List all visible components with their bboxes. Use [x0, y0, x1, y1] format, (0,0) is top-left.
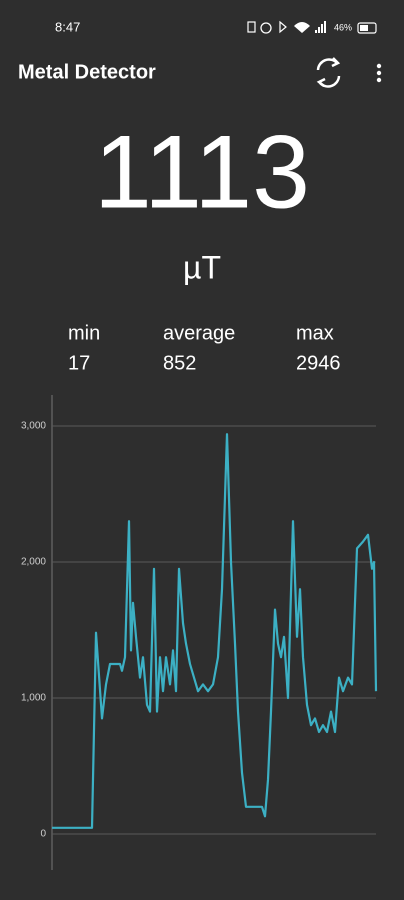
- status-icons: [247, 20, 377, 34]
- y-tick-label: 0: [40, 829, 46, 840]
- stat-label: max: [296, 322, 334, 344]
- data-line: [52, 433, 378, 829]
- y-tick-label: 2,000: [21, 557, 46, 568]
- y-tick-label: 1,000: [21, 693, 46, 704]
- stat-label: average: [163, 322, 235, 344]
- stat-value: 17: [68, 352, 90, 374]
- status-time: 8:47: [55, 19, 80, 34]
- stat-value: 852: [163, 352, 196, 374]
- stats: min 17 average 852 max 2946: [68, 322, 341, 374]
- reading-value: 1113: [94, 114, 310, 230]
- y-tick-label: 3,000: [21, 421, 46, 432]
- stat-value: 2946: [296, 352, 341, 374]
- more-button[interactable]: [376, 63, 382, 83]
- stat-label: min: [68, 322, 100, 344]
- app-title: Metal Detector: [18, 61, 156, 83]
- refresh-button[interactable]: [316, 57, 341, 88]
- reading-unit: µT: [183, 249, 221, 285]
- battery-level: 46%: [334, 22, 352, 32]
- chart: 0 1,000 2,000 3,000: [21, 395, 378, 870]
